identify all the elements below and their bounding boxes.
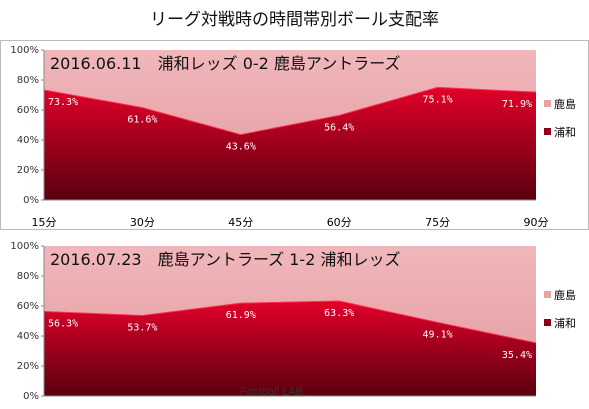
main-title: リーグ対戦時の時間帯別ボール支配率 xyxy=(150,10,439,30)
y-tick-label: 40% xyxy=(17,135,39,146)
x-tick-label: 90分 xyxy=(524,216,549,229)
y-tick-label: 60% xyxy=(17,105,39,116)
data-label: 49.1% xyxy=(423,329,453,340)
y-tick-label: 60% xyxy=(17,301,39,312)
y-tick-label: 40% xyxy=(17,331,39,342)
data-label: 75.1% xyxy=(423,94,453,105)
y-tick-label: 100% xyxy=(10,241,39,252)
possession-chart-2: 0% 20% 40% 60% 80% 100% 56.3% 53.7% 61.9% 63.3% 49… xyxy=(10,241,576,402)
legend-swatch xyxy=(544,128,551,135)
data-label: 61.6% xyxy=(127,115,157,126)
x-tick-label: 15分 xyxy=(32,216,57,229)
data-label: 56.3% xyxy=(48,319,78,330)
x-tick-label: 75分 xyxy=(425,216,450,229)
x-tick-label: 60分 xyxy=(327,216,352,229)
data-label: 73.3% xyxy=(48,97,78,108)
y-tick-label: 100% xyxy=(10,45,39,56)
data-label: 71.9% xyxy=(502,99,532,110)
x-tick-label: 45分 xyxy=(228,216,253,229)
possession-chart-1: 0% 20% 40% 60% 80% 100% 15分 30分 45分 60分 75分 90分 73.3… xyxy=(0,40,589,230)
legend-swatch xyxy=(544,100,551,107)
y-tick-label: 0% xyxy=(23,195,39,206)
legend-label: 鹿島 xyxy=(554,97,576,111)
urawa-area xyxy=(44,301,536,396)
y-tick-label: 20% xyxy=(17,165,39,176)
legend-label: 浦和 xyxy=(554,317,576,330)
urawa-line xyxy=(43,300,537,344)
legend-swatch xyxy=(544,291,551,298)
chart-title: 2016.06.11 浦和レッズ 0-2 鹿島アントラーズ xyxy=(50,54,400,73)
urawa-area xyxy=(44,87,536,200)
y-tick-label: 80% xyxy=(17,271,39,282)
data-label: 61.9% xyxy=(226,310,256,321)
data-label: 63.3% xyxy=(324,308,354,319)
y-tick-label: 20% xyxy=(17,361,39,372)
legend-label: 鹿島 xyxy=(554,288,576,302)
data-label: 35.4% xyxy=(502,350,532,361)
data-label: 53.7% xyxy=(127,322,157,333)
chart-title: 2016.07.23 鹿島アントラーズ 1-2 浦和レッズ xyxy=(50,250,400,269)
watermark: Football LAB xyxy=(240,386,303,398)
x-tick-label: 30分 xyxy=(130,216,155,229)
legend-swatch xyxy=(544,319,551,326)
data-label: 56.4% xyxy=(324,122,354,133)
y-tick-label: 0% xyxy=(23,391,39,402)
y-tick-label: 80% xyxy=(17,75,39,86)
data-label: 43.6% xyxy=(226,142,256,153)
urawa-line xyxy=(43,86,537,136)
legend-label: 浦和 xyxy=(554,126,576,139)
